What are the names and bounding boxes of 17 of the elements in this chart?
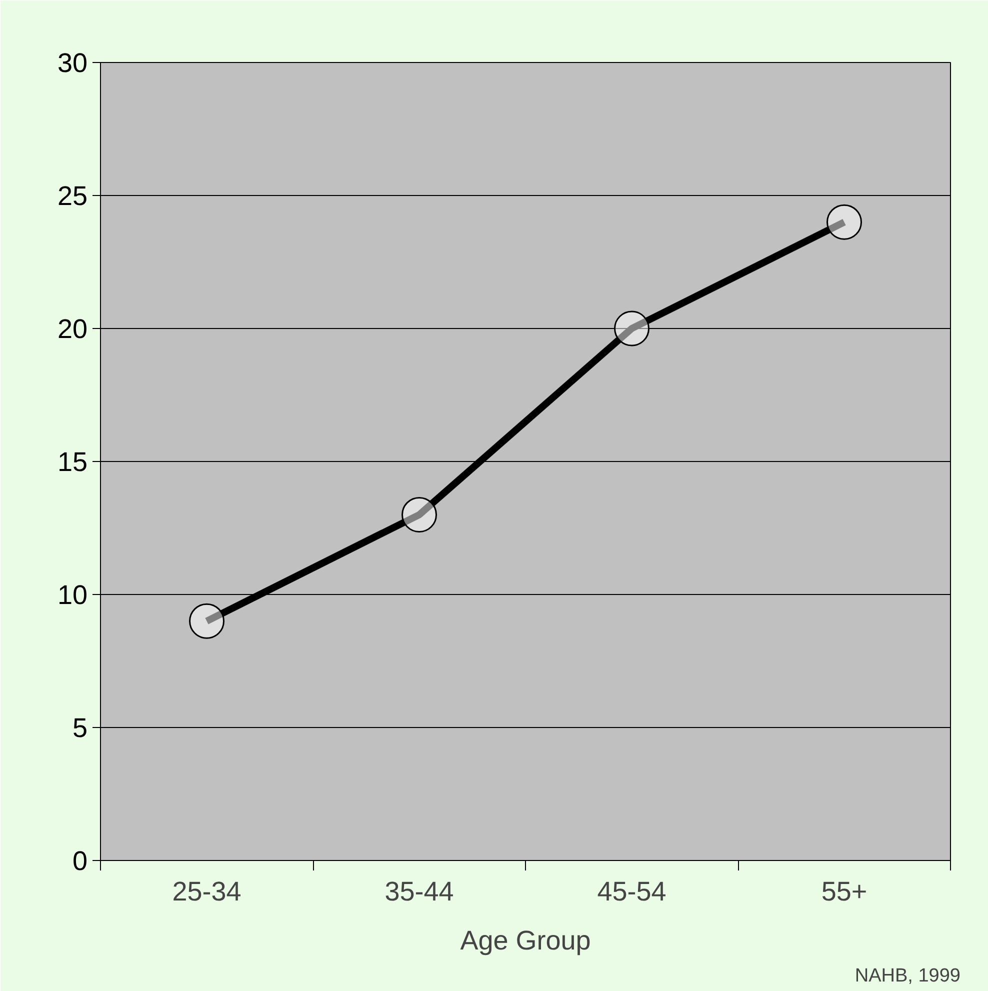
- y-tick-label: 10: [57, 580, 88, 610]
- point: [189, 603, 224, 639]
- y-tick-label: 25: [57, 181, 88, 211]
- point: [402, 496, 437, 532]
- x-tick-label: 45-54: [597, 876, 666, 906]
- y-tick-label: 5: [72, 713, 88, 743]
- x-tick-label: 25-34: [172, 876, 242, 906]
- point: [614, 310, 650, 346]
- y-tick-label: 0: [72, 846, 88, 876]
- y-tick-label: 20: [57, 314, 88, 344]
- y-tick-label: 30: [57, 48, 88, 78]
- y-tick-label: 15: [57, 447, 88, 477]
- point: [826, 204, 862, 240]
- x-tick-label: 55+: [821, 876, 868, 906]
- x-axis-title: Age Group: [460, 926, 591, 956]
- text: NAHB, 1999: [854, 966, 961, 986]
- x-tick-label: 35-44: [384, 876, 454, 906]
